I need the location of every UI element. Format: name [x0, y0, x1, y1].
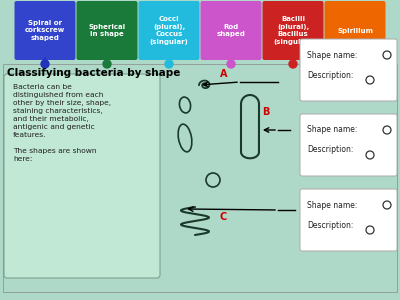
Text: Shape name:: Shape name: [307, 125, 357, 134]
Text: Spirillum: Spirillum [337, 28, 373, 34]
Circle shape [41, 60, 49, 68]
FancyBboxPatch shape [300, 189, 397, 251]
Circle shape [289, 60, 297, 68]
FancyBboxPatch shape [4, 74, 160, 278]
Text: Shape name:: Shape name: [307, 50, 357, 59]
Text: B: B [262, 107, 269, 117]
Circle shape [227, 60, 235, 68]
Text: Rod
shaped: Rod shaped [216, 24, 246, 37]
Text: Classifying bacteria by shape: Classifying bacteria by shape [7, 68, 180, 78]
Circle shape [165, 60, 173, 68]
Text: Shape name:: Shape name: [307, 200, 357, 209]
Circle shape [351, 60, 359, 68]
Text: Bacteria can be
distinguished from each
other by their size, shape,
staining cha: Bacteria can be distinguished from each … [13, 84, 111, 162]
FancyBboxPatch shape [76, 1, 138, 60]
Text: Description:: Description: [307, 146, 353, 154]
FancyBboxPatch shape [300, 114, 397, 176]
FancyBboxPatch shape [300, 39, 397, 101]
FancyBboxPatch shape [262, 1, 324, 60]
FancyBboxPatch shape [324, 1, 386, 60]
Text: Cocci
(plural),
Coccus
(singular): Cocci (plural), Coccus (singular) [150, 16, 188, 45]
Circle shape [103, 60, 111, 68]
Text: C: C [220, 212, 227, 222]
Text: Description:: Description: [307, 220, 353, 230]
FancyBboxPatch shape [14, 1, 76, 60]
FancyBboxPatch shape [200, 1, 262, 60]
Text: Spiral or
corkscrew
shaped: Spiral or corkscrew shaped [25, 20, 65, 41]
FancyBboxPatch shape [3, 64, 397, 292]
Text: Description:: Description: [307, 70, 353, 80]
Text: Spherical
in shape: Spherical in shape [88, 24, 126, 37]
FancyBboxPatch shape [138, 1, 200, 60]
Text: Bacilli
(plural),
Bacillus
(singular): Bacilli (plural), Bacillus (singular) [274, 16, 312, 45]
Text: A: A [220, 69, 228, 79]
